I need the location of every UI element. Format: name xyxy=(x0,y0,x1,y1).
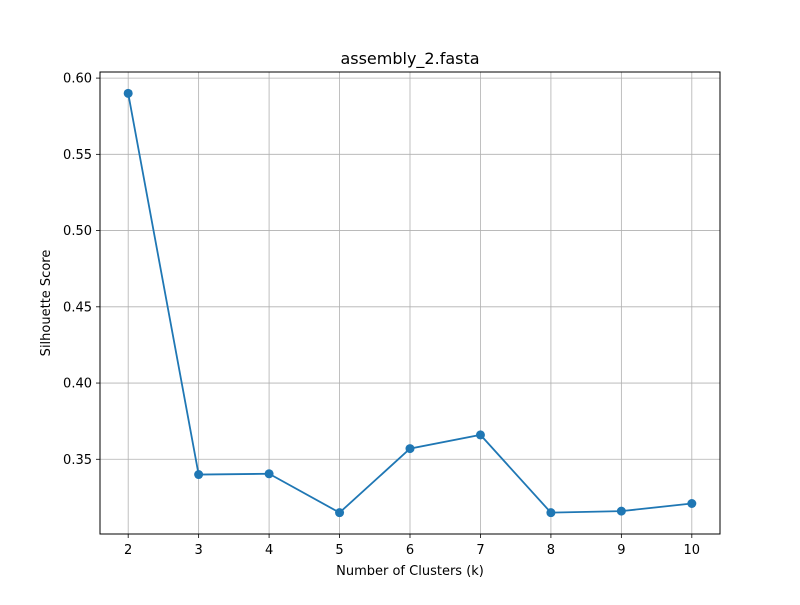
data-point xyxy=(194,470,204,480)
grid xyxy=(100,72,720,534)
y-tick-label: 0.40 xyxy=(63,377,92,392)
x-tick-label: 10 xyxy=(684,543,701,558)
x-tick-label: 7 xyxy=(476,543,484,558)
x-tick-label: 4 xyxy=(265,543,273,558)
data-point xyxy=(405,444,415,454)
y-tick-label: 0.35 xyxy=(63,453,92,468)
y-tick-label: 0.60 xyxy=(63,72,92,87)
data-point xyxy=(475,430,485,440)
data-point xyxy=(335,508,345,518)
x-tick-label: 9 xyxy=(617,543,625,558)
chart-title: assembly_2.fasta xyxy=(340,49,479,69)
x-tick-label: 3 xyxy=(194,543,202,558)
data-point xyxy=(616,506,626,516)
ticks: 2 3 4 5 6 7 8 9 10 0.35 0.40 0.45 0.50 0.55 0.60 xyxy=(63,72,700,558)
data-point xyxy=(546,508,556,518)
series xyxy=(123,88,697,518)
x-tick-label: 6 xyxy=(406,543,414,558)
x-axis-label: Number of Clusters (k) xyxy=(336,564,484,579)
x-tick-label: 5 xyxy=(335,543,343,558)
data-point xyxy=(687,499,697,509)
y-tick-label: 0.45 xyxy=(63,300,92,315)
data-point xyxy=(123,88,133,98)
plot-frame xyxy=(99,71,721,535)
x-tick-label: 2 xyxy=(124,543,132,558)
y-axis-label: Silhouette Score xyxy=(39,250,54,357)
y-tick-label: 0.55 xyxy=(63,148,92,163)
y-tick-label: 0.50 xyxy=(63,224,92,239)
x-tick-label: 8 xyxy=(547,543,555,558)
data-point xyxy=(264,469,274,479)
